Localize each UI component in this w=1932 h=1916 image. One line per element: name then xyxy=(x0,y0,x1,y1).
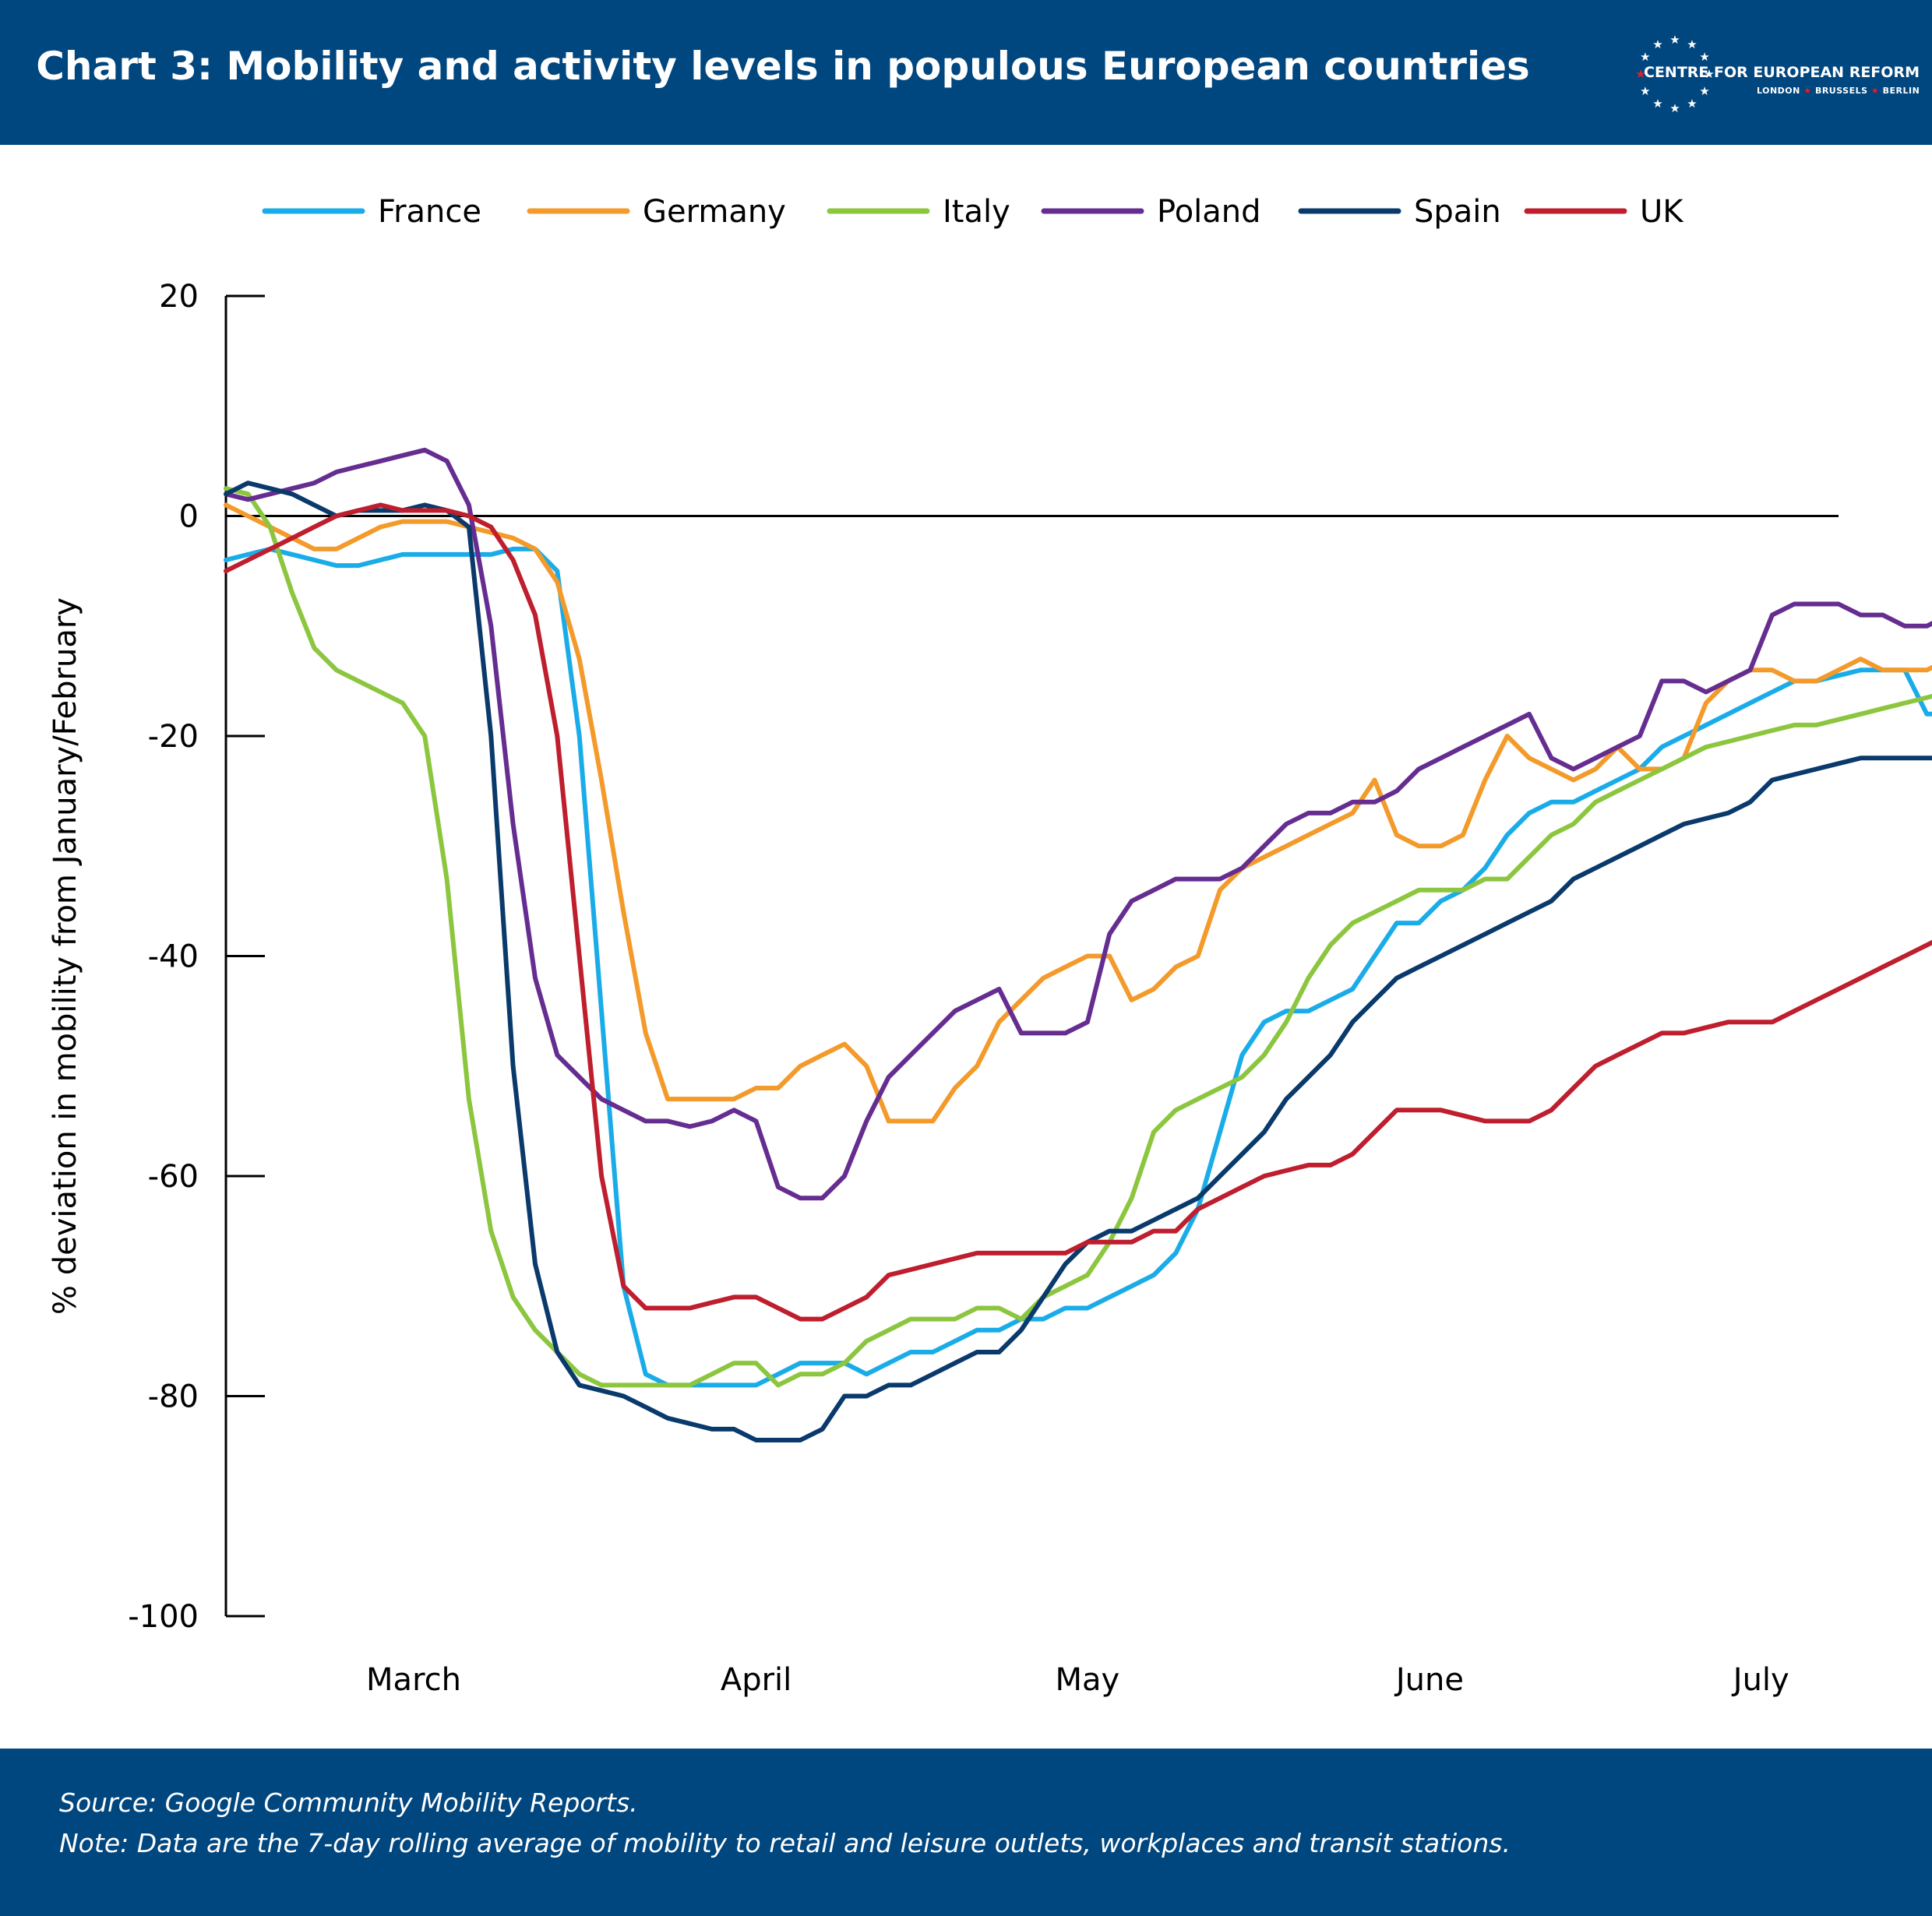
legend-label: Spain xyxy=(1414,194,1501,230)
legend-label: Italy xyxy=(943,194,1010,230)
star-icon: ★ xyxy=(1699,84,1709,98)
red-star-icon: ★ xyxy=(1870,86,1880,96)
logo-city-berlin: BERLIN xyxy=(1882,86,1920,96)
y-axis-label: % deviation in mobility from January/Feb… xyxy=(48,597,83,1315)
star-icon: ★ xyxy=(1640,50,1650,64)
star-icon: ★ xyxy=(1704,67,1714,81)
line-chart: 20 0 -20 -40 -60 -80 -100 % deviation in mobili… xyxy=(48,194,1932,1698)
red-star-icon: ★ xyxy=(1803,86,1812,96)
star-icon: ★ xyxy=(1640,84,1650,98)
cer-logo: ★ ★ ★ ★ ★ ★ ★ ★ ★ ★ ★ ★ CENTRE FOR EUROPEAN REFORM … xyxy=(1628,23,1920,125)
logo-name: CENTRE FOR EUROPEAN REFORM xyxy=(1644,64,1920,81)
header-banner: Chart 3: Mobility and activity levels in… xyxy=(0,0,1932,145)
y-tick-label: -100 xyxy=(128,1599,199,1635)
series-line-germany xyxy=(224,502,1932,1124)
logo-cities: LONDON ★ BRUSSELS ★ BERLIN xyxy=(1757,86,1920,96)
star-icon: ★ xyxy=(1687,97,1697,111)
source-note: Source: Google Community Mobility Report… xyxy=(59,1787,638,1818)
legend-label: UK xyxy=(1640,194,1684,230)
footer-banner: Source: Google Community Mobility Report… xyxy=(0,1749,1932,1916)
x-tick-label: July xyxy=(1731,1662,1789,1698)
star-icon: ★ xyxy=(1635,67,1645,81)
star-icon: ★ xyxy=(1687,37,1697,51)
star-icon: ★ xyxy=(1652,37,1662,51)
legend-label: Poland xyxy=(1157,194,1261,230)
y-tick-label: -20 xyxy=(148,719,199,755)
y-tick-label: -80 xyxy=(148,1379,199,1415)
x-tick-label: June xyxy=(1394,1662,1464,1698)
logo-city-brussels: BRUSSELS xyxy=(1814,86,1868,96)
y-tick-label: 0 xyxy=(179,499,199,535)
series-line-uk xyxy=(224,502,1932,1322)
chart-title: Chart 3: Mobility and activity levels in… xyxy=(36,44,1530,89)
eu-stars-icon: ★ ★★★★★★★★★★★ xyxy=(1635,33,1714,115)
star-icon: ★ xyxy=(1669,101,1680,115)
x-tick-label: May xyxy=(1056,1662,1120,1698)
data-note: Note: Data are the 7-day rolling average… xyxy=(59,1828,1511,1858)
x-tick-label: April xyxy=(721,1662,791,1698)
y-tick-label: -40 xyxy=(148,939,199,975)
legend-label: Germany xyxy=(643,194,786,230)
y-tick-label: 20 xyxy=(159,279,199,315)
star-icon: ★ xyxy=(1669,33,1680,47)
series-line-spain xyxy=(224,481,1932,1442)
star-icon: ★ xyxy=(1699,50,1709,64)
logo-city-london: LONDON xyxy=(1757,86,1800,96)
y-tick-label: -60 xyxy=(148,1159,199,1195)
legend-label: France xyxy=(378,194,481,230)
series-line-poland xyxy=(224,447,1932,1201)
series-line-france xyxy=(224,546,1932,1388)
star-icon: ★ xyxy=(1652,97,1662,111)
x-tick-label: March xyxy=(366,1662,461,1698)
